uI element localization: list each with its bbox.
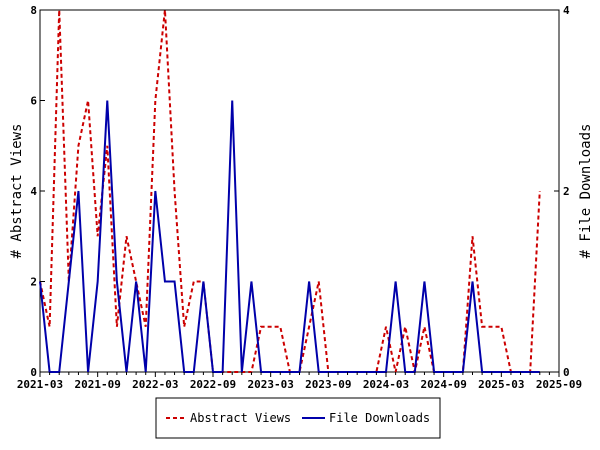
- y-axis-title-right: # File Downloads: [578, 124, 594, 259]
- x-tick-label: 2023-03: [247, 378, 293, 391]
- legend-label-file-downloads: File Downloads: [329, 411, 430, 425]
- x-tick-label: 2023-09: [305, 378, 351, 391]
- x-tick-label: 2024-03: [363, 378, 409, 391]
- x-tick-label: 2022-09: [190, 378, 236, 391]
- x-tick-label: 2025-09: [536, 378, 582, 391]
- y-left-tick-label: 0: [30, 366, 37, 379]
- ticks-layer: 2021-03 2021-09 2022-03 2022-09 2023-03 2023-…: [17, 4, 582, 391]
- x-tick-label: 2021-09: [74, 378, 120, 391]
- legend-label-abstract-views: Abstract Views: [190, 411, 291, 425]
- legend-box: [155, 397, 441, 439]
- y-left-tick-label: 8: [30, 4, 37, 17]
- legend: Abstract Views File Downloads: [155, 397, 441, 439]
- y-left-tick-label: 4: [30, 185, 37, 198]
- x-tick-label: 2022-03: [132, 378, 178, 391]
- y-right-tick-label: 0: [563, 366, 570, 379]
- x-tick-label: 2021-03: [17, 378, 63, 391]
- x-tick-label: 2025-03: [478, 378, 524, 391]
- x-tick-label: 2024-09: [420, 378, 466, 391]
- y-right-tick-label: 4: [563, 4, 570, 17]
- y-axis-title-left: # Abstract Views: [9, 124, 25, 259]
- y-left-tick-label: 2: [30, 276, 37, 289]
- y-left-tick-label: 6: [30, 95, 37, 108]
- y-right-tick-label: 2: [563, 185, 570, 198]
- plot-area: [39, 9, 560, 373]
